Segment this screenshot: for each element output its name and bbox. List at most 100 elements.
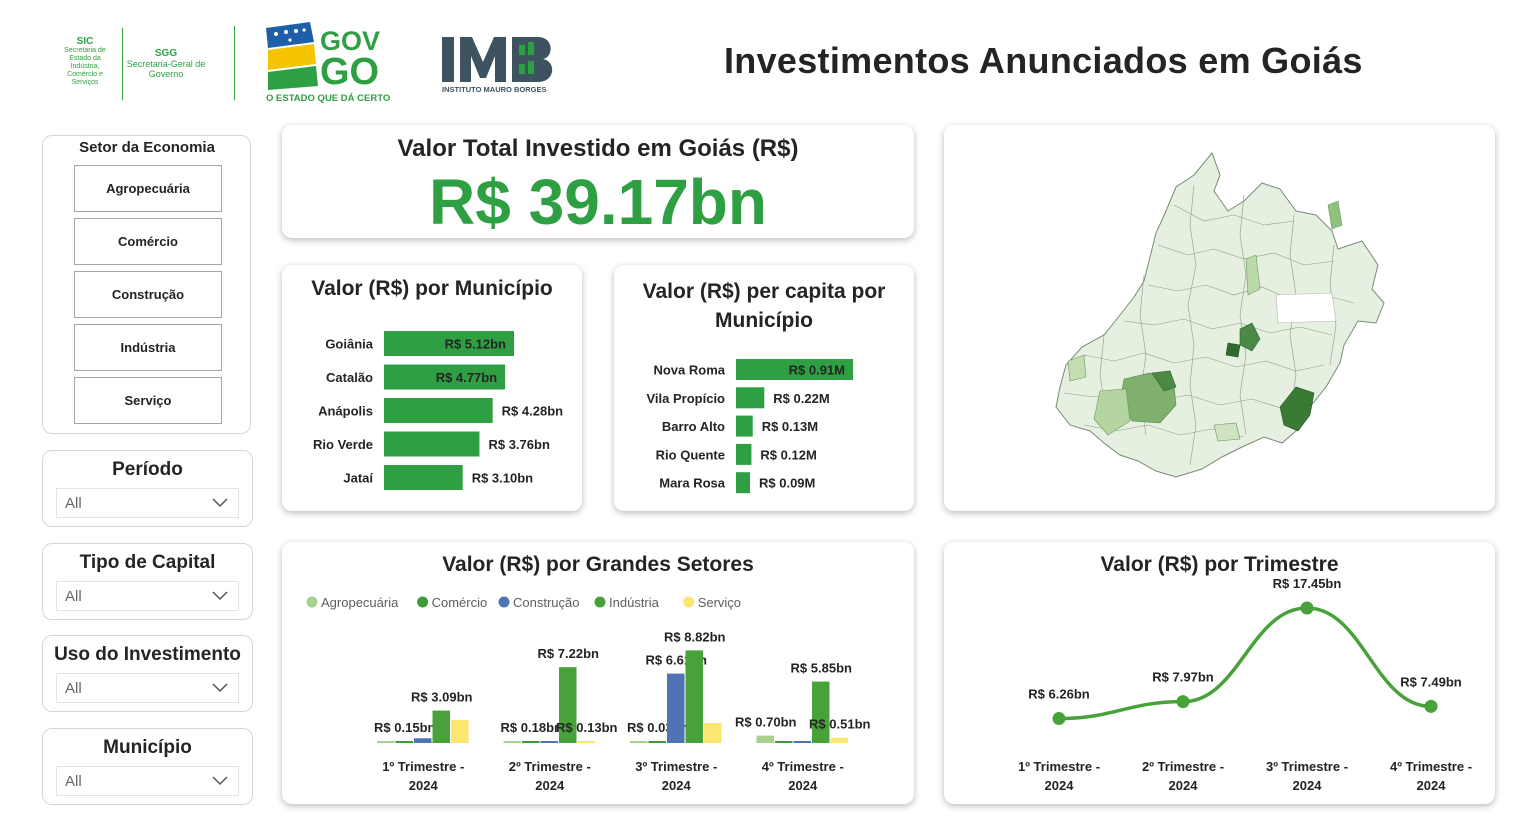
column[interactable] — [395, 741, 414, 743]
column[interactable] — [667, 673, 685, 743]
category-label: Catalão — [326, 370, 373, 385]
column[interactable] — [377, 741, 395, 743]
column[interactable] — [704, 723, 722, 743]
sector-option-construcao[interactable]: Construção — [74, 271, 222, 318]
axis-tick-label: 4º Trimestre - — [1390, 759, 1472, 774]
data-label: R$ 0.13M — [762, 419, 818, 434]
column[interactable] — [793, 741, 812, 743]
chart-title: Valor (R$) por Grandes Setores — [442, 553, 754, 576]
tipo-capital-dropdown[interactable]: All — [56, 581, 239, 611]
sector-option-agropecuaria[interactable]: Agropecuária — [74, 165, 222, 212]
column[interactable] — [522, 741, 540, 743]
line-point[interactable] — [1424, 699, 1438, 713]
column[interactable] — [812, 681, 830, 743]
category-label: Nova Roma — [653, 363, 725, 378]
category-label: Vila Propício — [646, 391, 725, 406]
category-label: Mara Rosa — [659, 476, 726, 491]
bar[interactable] — [736, 387, 765, 409]
legend-label[interactable]: Comércio — [432, 595, 488, 610]
column[interactable] — [775, 741, 793, 743]
legend-label[interactable]: Agropecuária — [321, 595, 399, 610]
column[interactable] — [648, 741, 667, 743]
category-label: Rio Quente — [656, 447, 725, 462]
municipio-dropdown[interactable]: All — [56, 766, 239, 796]
bar[interactable] — [736, 443, 752, 465]
legend-label[interactable]: Construção — [513, 595, 579, 610]
column[interactable] — [432, 710, 451, 743]
category-label: Barro Alto — [662, 419, 725, 434]
data-label: R$ 3.76bn — [488, 437, 549, 452]
sector-option-industria[interactable]: Indústria — [74, 324, 222, 371]
legend-marker — [498, 596, 510, 608]
bar[interactable] — [384, 364, 506, 390]
data-label: R$ 0.12M — [760, 447, 816, 462]
goias-map[interactable] — [944, 125, 1495, 511]
uso-investimento-dropdown[interactable]: All — [56, 673, 239, 703]
column[interactable] — [756, 735, 775, 743]
sic-name: Secretaria de Estado da Indústria, Comér… — [64, 47, 106, 86]
column[interactable] — [540, 741, 559, 743]
line-point[interactable] — [1052, 712, 1066, 726]
chart-title: Valor (R$) per capita por Município — [642, 280, 886, 332]
column[interactable] — [451, 719, 469, 743]
chevron-down-icon — [212, 498, 228, 508]
axis-tick-label: 2024 — [1045, 778, 1075, 793]
axis-tick-label: 3º Trimestre - — [635, 759, 717, 774]
legend-marker — [683, 596, 695, 608]
legend-marker — [594, 596, 606, 608]
imb-subtitle: INSTITUTO MAURO BORGES — [442, 85, 546, 94]
data-label: R$ 17.45bn — [1273, 576, 1342, 591]
sgg-logo: SGG Secretaria-Geral de Governo — [126, 48, 206, 79]
column[interactable] — [577, 741, 596, 743]
category-label: Anápolis — [318, 404, 373, 419]
line-point[interactable] — [1176, 695, 1190, 709]
data-label: R$ 4.28bn — [502, 404, 563, 419]
column[interactable] — [630, 741, 648, 743]
data-label: R$ 3.09bn — [411, 690, 472, 705]
municipio-label: Município — [103, 737, 192, 758]
axis-tick-label: 2024 — [1293, 778, 1323, 793]
data-label: R$ 0.18bn — [501, 720, 562, 735]
kpi-card: Valor Total Investido em Goiás (R$) R$ 3… — [282, 125, 914, 238]
bar[interactable] — [384, 465, 463, 490]
data-label: R$ 0.70bn — [735, 715, 796, 730]
tipo-capital-label: Tipo de Capital — [79, 552, 216, 573]
sector-option-comercio[interactable]: Comércio — [74, 218, 222, 265]
sic-logo: SIC Secretaria de Estado da Indústria, C… — [58, 36, 112, 87]
axis-tick-label: 2024 — [535, 778, 565, 793]
periodo-dropdown[interactable]: All — [56, 488, 239, 518]
map-highlight — [1245, 254, 1261, 296]
bar[interactable] — [384, 431, 480, 457]
bar[interactable] — [736, 415, 753, 437]
sector-option-servico[interactable]: Serviço — [74, 377, 222, 424]
bar[interactable] — [736, 359, 853, 380]
map-highlight — [1327, 200, 1343, 230]
legend-label[interactable]: Indústria — [609, 595, 660, 610]
logo-divider — [234, 26, 235, 100]
uso-investimento-value: All — [65, 679, 82, 697]
column[interactable] — [685, 650, 704, 743]
bar[interactable] — [384, 331, 514, 356]
axis-tick-label: 2º Trimestre - — [509, 759, 591, 774]
bar[interactable] — [736, 472, 750, 494]
data-label: R$ 0.15bn — [374, 720, 435, 735]
sgg-name: Secretaria-Geral de Governo — [126, 59, 206, 79]
column[interactable] — [414, 738, 432, 743]
periodo-label: Período — [112, 459, 183, 480]
axis-tick-label: 1º Trimestre - — [382, 759, 464, 774]
gov-go-logo: GOV GO O ESTADO QUE DÁ CERTO — [266, 22, 390, 104]
axis-tick-label: 2024 — [662, 778, 692, 793]
column[interactable] — [559, 667, 577, 743]
column[interactable] — [503, 741, 522, 743]
axis-tick-label: 2024 — [1417, 778, 1447, 793]
svg-text:GO: GO — [320, 51, 379, 93]
map-highlight — [1093, 388, 1131, 436]
bar[interactable] — [384, 398, 493, 423]
column[interactable] — [830, 737, 849, 743]
axis-tick-label: 1º Trimestre - — [1018, 759, 1100, 774]
series-line[interactable] — [1058, 606, 1432, 721]
legend-label[interactable]: Serviço — [698, 595, 741, 610]
line-point[interactable] — [1300, 601, 1314, 615]
chevron-down-icon — [212, 683, 228, 693]
axis-tick-label: 2024 — [1169, 778, 1199, 793]
